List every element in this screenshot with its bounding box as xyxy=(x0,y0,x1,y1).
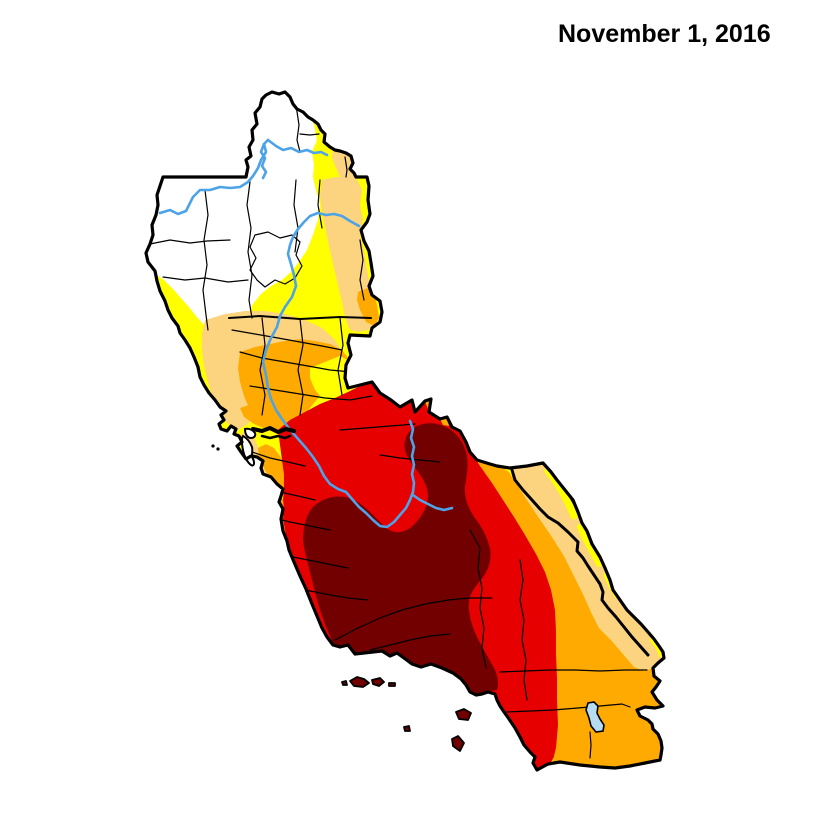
offshore-islet-dot xyxy=(211,444,215,448)
region-outline xyxy=(144,90,666,772)
river-pit-sacramento xyxy=(261,211,361,434)
map-date-title: November 1, 2016 xyxy=(558,20,771,48)
county-boundaries xyxy=(149,104,648,759)
san-pablo-bay-water xyxy=(243,427,257,440)
d0-fringe-segment xyxy=(577,524,602,567)
d4-exceptional-drought-region xyxy=(303,423,499,695)
river-san-joaquin xyxy=(290,419,416,529)
river-san-joaquin-branch xyxy=(411,493,454,512)
d2-region-bay-ring xyxy=(240,402,293,434)
island-santa-cruz xyxy=(371,677,385,687)
delta-channel xyxy=(251,426,296,434)
delta-channel xyxy=(260,434,292,440)
sf-bay-delta xyxy=(211,426,296,467)
interior-region-boundary xyxy=(510,468,650,657)
d0-fringe-segment xyxy=(544,467,578,520)
offshore-islet-dot xyxy=(216,447,220,451)
rivers xyxy=(158,138,454,529)
d2-region-east-band-southeast xyxy=(460,435,662,767)
island-santa-rosa xyxy=(349,676,370,688)
island-santa-catalina xyxy=(455,708,472,721)
island-anacapa xyxy=(388,682,396,687)
channel-islands xyxy=(341,676,472,752)
island-san-clemente xyxy=(451,735,465,752)
river-trinity xyxy=(259,142,268,180)
sf-bay-water xyxy=(240,434,256,467)
river-klamath-upper xyxy=(266,138,329,157)
island-san-miguel xyxy=(341,680,348,686)
island-santa-barbara xyxy=(403,725,411,732)
river-klamath xyxy=(158,138,270,216)
salton-sea-lake xyxy=(585,701,605,733)
